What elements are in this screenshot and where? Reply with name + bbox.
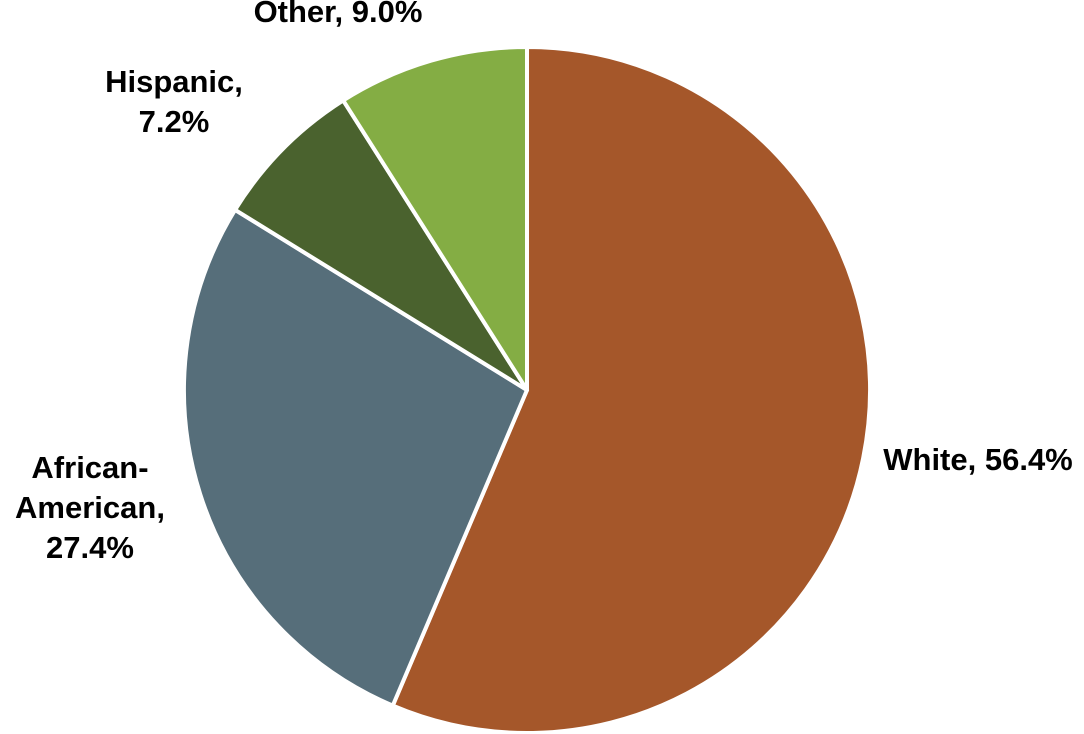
pie-label-line: 27.4% xyxy=(46,530,134,565)
pie-label-white: White, 56.4% xyxy=(883,442,1073,477)
pie-slices xyxy=(182,45,872,734)
pie-label-line: Hispanic, xyxy=(105,64,243,99)
pie-labels: White, 56.4% African- American, 27.4% Hispan… xyxy=(15,0,1073,565)
pie-label-line: White, 56.4% xyxy=(883,442,1073,477)
pie-label-line: American, xyxy=(15,490,165,525)
pie-label-hispanic: Hispanic, 7.2% xyxy=(105,64,243,139)
pie-label-african-american: African- American, 27.4% xyxy=(15,450,165,565)
pie-label-other: Other, 9.0% xyxy=(254,0,423,29)
pie-label-line: 7.2% xyxy=(139,104,210,139)
pie-label-line: African- xyxy=(31,450,148,485)
pie-slice-white xyxy=(390,45,872,734)
pie-label-line: Other, 9.0% xyxy=(254,0,423,29)
pie-slice-african-american xyxy=(182,207,529,708)
pie-slice-other xyxy=(341,45,529,392)
pie-slice-hispanic xyxy=(233,98,529,392)
